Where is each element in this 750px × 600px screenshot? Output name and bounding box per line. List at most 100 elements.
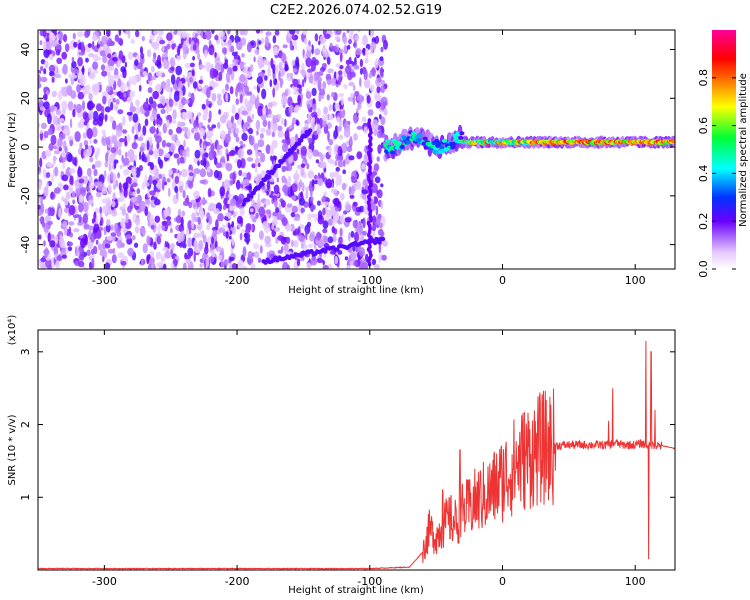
spectrogram-noise-mark [146,140,150,151]
spectrogram-noise-mark [343,210,348,215]
spectrogram-noise-mark [185,227,189,237]
spectrogram-noise-mark [247,116,252,123]
spectrogram-noise-mark [109,154,115,160]
spectrogram-noise-mark [198,240,204,251]
spectrogram-noise-mark [260,37,265,45]
spectrogram-noise-mark [305,229,308,241]
spectrogram-noise-mark [153,183,157,194]
spectrogram-noise-mark [256,94,260,106]
spectrogram-noise-mark [382,240,388,247]
spectrogram-noise-mark [225,212,232,218]
spectrogram-noise-mark [380,231,385,237]
spectrogram-noise-mark [237,148,244,159]
spectrogram-noise-mark [242,265,248,269]
spectrogram-noise-mark [245,185,252,190]
spectrogram-noise-mark [101,198,109,204]
spectrogram-noise-mark [87,225,94,231]
spectrogram-noise-mark [267,66,271,78]
spectrogram-noise-mark [336,71,339,81]
spectrogram-noise-mark [353,261,358,266]
spectrogram-noise-mark [258,162,261,167]
spectrogram-noise-mark [207,166,211,173]
spectrogram-noise-mark [309,233,315,242]
spectrogram-noise-mark [122,67,127,79]
colorbar-tick-label: 0.0 [697,260,710,278]
spectrogram-noise-mark [342,169,347,175]
spectrogram-noise-mark [235,136,240,143]
spectrogram-signal-core [401,135,407,140]
spectrogram-noise-mark [275,207,279,213]
spectrogram-noise-mark [116,230,122,237]
spectrogram-noise-mark [175,65,183,76]
spectrogram-noise-mark [155,83,162,94]
spectrogram-noise-mark [246,149,253,156]
snr-y-ticks: 1 2 3 [19,348,675,501]
spectrogram-noise-mark [138,151,142,161]
spectrogram-noise-mark [322,252,327,258]
spectrogram-noise-mark [334,160,338,167]
spectrogram-noise-mark [322,113,328,122]
spectrogram-noise-mark [194,206,198,215]
spectrogram-noise-mark [311,204,316,210]
spectrogram-noise-mark [128,191,133,196]
spectrogram-noise-mark [80,237,87,249]
y-tick-label: 20 [19,91,32,105]
spectrogram-noise-mark [241,53,245,58]
spectrogram-noise-mark [307,148,313,160]
spectrogram-noise-mark [166,119,170,129]
spectrogram-noise-mark [229,205,233,212]
spectrogram-noise-mark [287,96,293,107]
spectrogram-noise-mark [296,258,301,267]
spectrogram-noise-mark [209,68,217,79]
spectrogram-noise-mark [77,221,83,226]
spectrogram-noise-mark [261,88,267,100]
spectrogram-noise-mark [111,236,116,242]
spectrogram-noise-mark [39,40,43,46]
spectrogram-noise-mark [185,150,190,158]
spectrogram-noise-mark [184,62,191,69]
spectrogram-noise-mark [123,169,130,176]
spectrogram-signal-core [399,145,405,149]
spectrogram-noise-mark [93,168,98,177]
spectrogram-noise-mark [241,172,248,178]
spectrogram-noise-mark [309,187,313,197]
spectrogram-noise-mark [359,77,362,88]
spectrogram-noise-mark [81,41,85,52]
spectrogram-noise-mark [268,102,273,109]
spectrogram-noise-mark [113,74,121,80]
spectrogram-noise-mark [205,30,212,41]
spectrogram-noise-mark [208,110,212,121]
spectrogram-noise-mark [156,235,162,245]
spectrogram-noise-mark [380,79,385,86]
spectrogram-noise-mark [303,54,307,60]
spectrogram-noise-mark [217,121,221,129]
spectrogram-noise-mark [208,40,212,47]
spectrogram-noise-mark [61,108,66,116]
spectrogram-noise-mark [55,109,62,116]
spectrogram-noise-mark [180,97,187,106]
spectrogram-noise-mark [373,129,378,136]
spectrogram-noise-mark [330,77,337,84]
spectrogram-noise-mark [43,101,50,110]
spectrogram-noise-mark [182,190,186,199]
spectrogram-noise-mark [196,212,199,217]
spectrogram-noise-mark [331,45,338,53]
snr-y-scale-label: (x10⁴) [7,315,18,346]
spectrogram-noise-mark [131,182,138,188]
spectrogram-noise-mark [257,139,265,148]
spectrogram-noise-mark [211,124,217,129]
spectrogram-noise-mark [63,196,69,206]
spectrogram-noise-mark [61,196,64,201]
spectrogram-noise-mark [239,140,244,145]
spectrogram-noise-mark [202,113,208,121]
spectrogram-noise-mark [44,60,49,69]
spectrogram-noise-mark [101,70,108,77]
spectrogram-noise-mark [45,258,52,269]
spectrogram-noise-mark [204,152,209,158]
spectrogram-noise-mark [374,176,381,184]
spectrogram-noise-mark [300,168,305,176]
spectrogram-noise-mark [40,76,48,83]
spectrogram-trace-mark [335,247,340,252]
spectrogram-noise-mark [292,78,299,88]
spectrogram-noise-mark [170,66,175,71]
